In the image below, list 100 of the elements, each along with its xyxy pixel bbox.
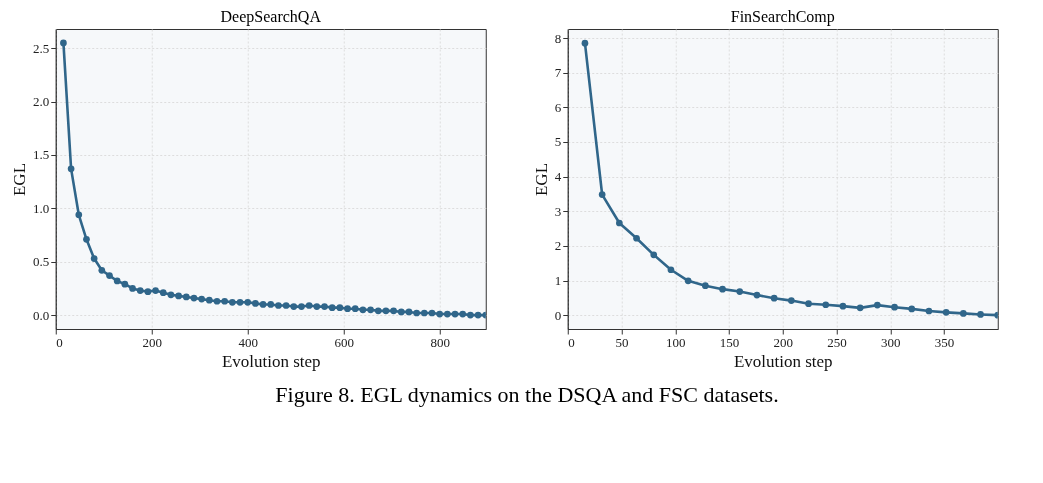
y-tick-label: 2 (554, 238, 562, 254)
point (451, 310, 459, 318)
point (977, 311, 984, 318)
point (667, 266, 675, 274)
point (321, 303, 328, 310)
x-axis-title: Evolution step (221, 351, 321, 371)
point (908, 305, 916, 313)
point (290, 303, 298, 310)
point (413, 309, 420, 317)
y-tick-label: 0.0 (33, 307, 50, 323)
y-tick-label: 8 (554, 30, 562, 46)
point (60, 39, 67, 47)
caption: Figure 8. EGL dynamics on the DSQA and FSC datasets. (275, 382, 779, 407)
point (229, 298, 236, 306)
point (753, 291, 761, 299)
x-tick-label: 50 (615, 334, 629, 350)
y-tick-label: 2.5 (33, 40, 50, 56)
point (684, 277, 692, 285)
y-tick-label: 3 (554, 203, 562, 219)
point (205, 296, 213, 304)
point (336, 304, 344, 311)
x-tick-label: 100 (666, 334, 686, 350)
point (581, 39, 589, 47)
x-tick-label: 200 (773, 334, 793, 350)
point (960, 310, 967, 317)
point (252, 300, 259, 307)
point (805, 300, 812, 308)
point (428, 309, 436, 317)
point (190, 294, 198, 302)
point (467, 311, 474, 319)
point (129, 285, 136, 292)
point (152, 287, 159, 294)
point (444, 310, 451, 318)
point (891, 303, 898, 311)
point (75, 211, 83, 219)
point (159, 289, 167, 297)
point (98, 266, 106, 274)
x-tick-label: 800 (430, 334, 450, 350)
y-tick-label: 2.0 (33, 94, 50, 110)
y-axis-title: EGL (10, 162, 29, 197)
y-tick-label: 1 (554, 273, 562, 288)
point (328, 304, 336, 311)
point (719, 285, 726, 293)
point (305, 302, 313, 309)
point (113, 277, 121, 285)
y-tick-label: 6 (554, 99, 562, 115)
x-tick-label: 0 (568, 334, 575, 350)
point (736, 288, 744, 295)
y-tick-label: 0 (554, 307, 562, 323)
point (313, 303, 321, 310)
point (167, 291, 175, 299)
y-axis-title: EGL (531, 162, 551, 197)
chart-title: DeepSearchQA (220, 8, 322, 26)
point (182, 293, 190, 301)
y-tick-label: 1.0 (33, 200, 50, 216)
point (474, 311, 482, 319)
point (405, 308, 413, 316)
point (121, 280, 129, 288)
point (390, 307, 397, 315)
point (925, 307, 933, 315)
x-tick-label: 400 (238, 334, 258, 350)
point (83, 235, 90, 243)
point (67, 165, 75, 173)
y-tick-label: 4 (554, 169, 562, 185)
point (175, 292, 182, 300)
x-tick-label: 350 (934, 334, 955, 350)
chart-title: FinSearchComp (730, 8, 835, 26)
point (244, 298, 252, 306)
point (213, 297, 221, 305)
x-tick-label: 200 (142, 334, 162, 350)
x-tick-label: 300 (881, 334, 901, 350)
point (259, 301, 267, 308)
point (650, 251, 658, 259)
point (874, 301, 881, 309)
point (351, 305, 359, 313)
y-tick-label: 0.5 (33, 254, 50, 270)
x-tick-label: 150 (719, 334, 740, 350)
point (702, 282, 709, 290)
point (382, 307, 390, 315)
point (942, 309, 950, 316)
point (397, 308, 405, 316)
point (598, 191, 606, 198)
point (136, 287, 144, 294)
point (459, 310, 467, 318)
x-tick-label: 600 (334, 334, 354, 350)
point (198, 295, 205, 303)
point (221, 297, 229, 305)
point (856, 304, 864, 312)
point (839, 302, 847, 310)
point (236, 298, 244, 306)
y-tick-label: 5 (554, 134, 562, 150)
point (420, 309, 428, 317)
point (90, 255, 98, 262)
point (633, 234, 640, 242)
y-tick-label: 1.5 (33, 147, 50, 163)
y-tick-label: 7 (554, 65, 562, 81)
point (616, 219, 623, 227)
x-tick-label: 0 (56, 334, 63, 350)
point (275, 302, 282, 309)
x-axis-title: Evolution step (733, 351, 833, 371)
